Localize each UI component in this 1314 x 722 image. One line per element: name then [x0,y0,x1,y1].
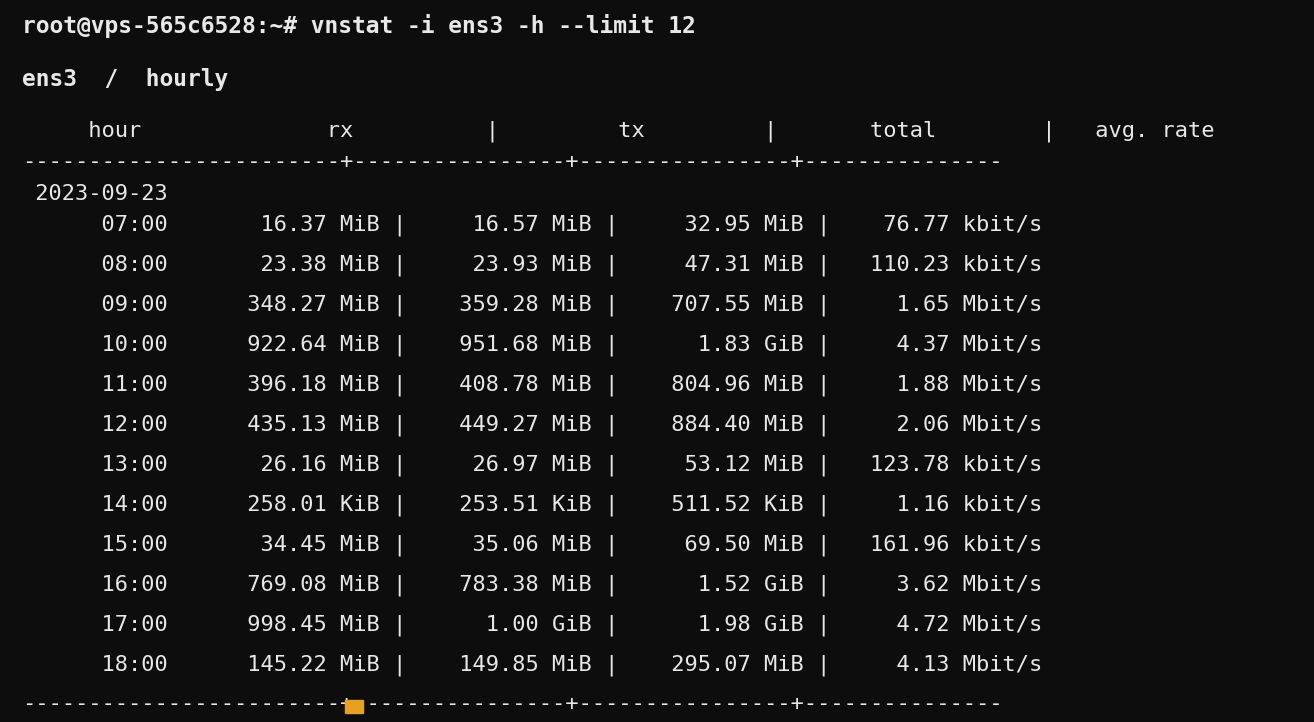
Text: ens3  /  hourly: ens3 / hourly [22,68,229,91]
Text: 08:00       23.38 MiB |     23.93 MiB |     47.31 MiB |   110.23 kbit/s: 08:00 23.38 MiB | 23.93 MiB | 47.31 MiB … [22,254,1042,276]
Text: 09:00      348.27 MiB |    359.28 MiB |    707.55 MiB |     1.65 Mbit/s: 09:00 348.27 MiB | 359.28 MiB | 707.55 M… [22,294,1042,316]
Text: 15:00       34.45 MiB |     35.06 MiB |     69.50 MiB |   161.96 kbit/s: 15:00 34.45 MiB | 35.06 MiB | 69.50 MiB … [22,534,1042,555]
Text: hour              rx          |         tx         |       total        |   avg.: hour rx | tx | total | avg. [22,120,1214,142]
Text: 12:00      435.13 MiB |    449.27 MiB |    884.40 MiB |     2.06 Mbit/s: 12:00 435.13 MiB | 449.27 MiB | 884.40 M… [22,414,1042,435]
Text: 17:00      998.45 MiB |      1.00 GiB |      1.98 GiB |     4.72 Mbit/s: 17:00 998.45 MiB | 1.00 GiB | 1.98 GiB |… [22,614,1042,635]
Text: ------------------------+----------------+----------------+---------------: ------------------------+---------------… [22,694,1003,714]
Text: 13:00       26.16 MiB |     26.97 MiB |     53.12 MiB |   123.78 kbit/s: 13:00 26.16 MiB | 26.97 MiB | 53.12 MiB … [22,454,1042,476]
Text: root@vps-565c6528:~# vnstat -i ens3 -h --limit 12: root@vps-565c6528:~# vnstat -i ens3 -h -… [22,14,695,38]
Text: 10:00      922.64 MiB |    951.68 MiB |      1.83 GiB |     4.37 Mbit/s: 10:00 922.64 MiB | 951.68 MiB | 1.83 GiB… [22,334,1042,355]
Text: ------------------------+----------------+----------------+---------------: ------------------------+---------------… [22,152,1003,172]
Text: 16:00      769.08 MiB |    783.38 MiB |      1.52 GiB |     3.62 Mbit/s: 16:00 769.08 MiB | 783.38 MiB | 1.52 GiB… [22,574,1042,596]
Bar [346,700,363,713]
Text: 11:00      396.18 MiB |    408.78 MiB |    804.96 MiB |     1.88 Mbit/s: 11:00 396.18 MiB | 408.78 MiB | 804.96 M… [22,374,1042,396]
Text: 18:00      145.22 MiB |    149.85 MiB |    295.07 MiB |     4.13 Mbit/s: 18:00 145.22 MiB | 149.85 MiB | 295.07 M… [22,654,1042,676]
Text: 2023-09-23: 2023-09-23 [22,184,168,204]
Text: 07:00       16.37 MiB |     16.57 MiB |     32.95 MiB |    76.77 kbit/s: 07:00 16.37 MiB | 16.57 MiB | 32.95 MiB … [22,214,1042,235]
Text: 14:00      258.01 KiB |    253.51 KiB |    511.52 KiB |     1.16 kbit/s: 14:00 258.01 KiB | 253.51 KiB | 511.52 K… [22,494,1042,516]
